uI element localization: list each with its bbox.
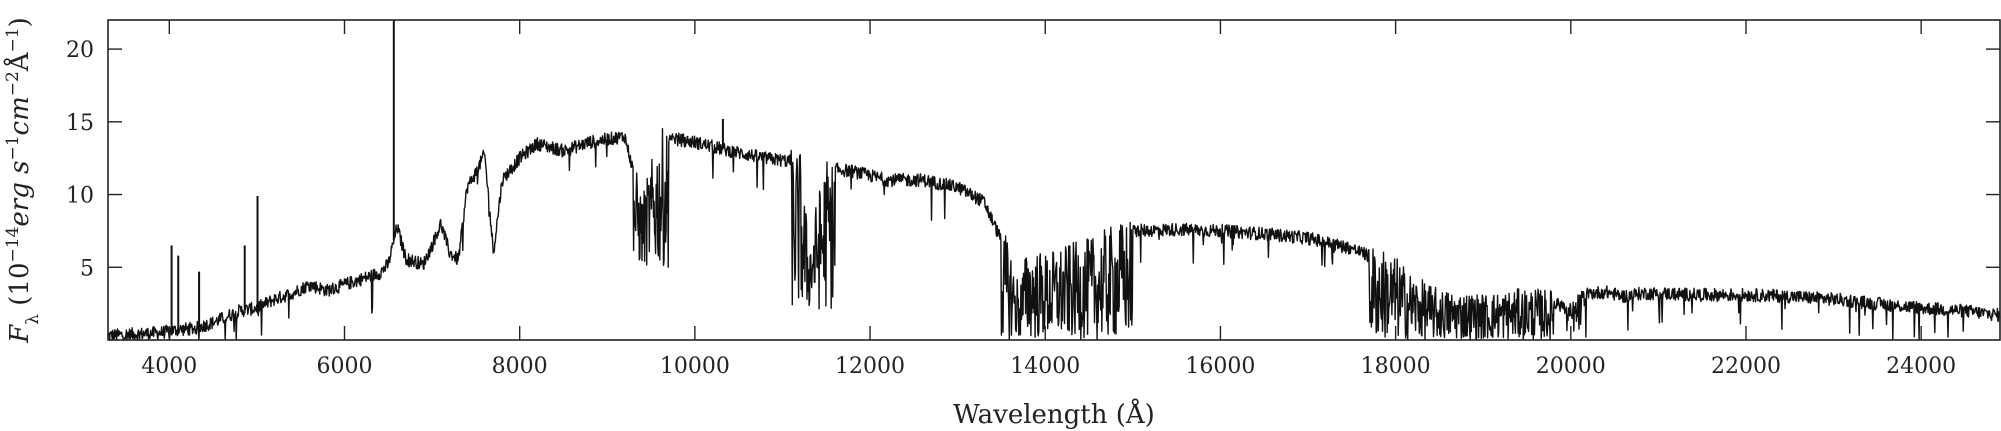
x-tick-label-20000: 20000 — [1536, 354, 1606, 379]
y-tick-label-15: 15 — [66, 111, 94, 136]
x-tick-label-10000: 10000 — [660, 354, 730, 379]
x-axis-title: Wavelength (Å) — [953, 398, 1155, 430]
y-tick-label-20: 20 — [66, 38, 94, 63]
x-tick-label-16000: 16000 — [1185, 354, 1255, 379]
axis-ticks: 4000 6000 8000 10000 12000 14000 16000 18000 200… — [66, 19, 2001, 379]
x-tick-label-18000: 18000 — [1361, 354, 1431, 379]
x-tick-label-6000: 6000 — [317, 354, 373, 379]
x-tick-label-24000: 24000 — [1886, 354, 1956, 379]
y-tick-label-10: 10 — [66, 184, 94, 209]
y-axis-title: Fλ (10−14erg s−1cm−2Å−1) — [3, 17, 43, 344]
spectrum-line — [107, 127, 2001, 341]
y-tick-label-5: 5 — [80, 256, 94, 281]
x-tick-label-14000: 14000 — [1010, 354, 1080, 379]
plot-frame — [107, 19, 2001, 341]
x-tick-label-22000: 22000 — [1711, 354, 1781, 379]
plot-area — [107, 20, 2001, 341]
x-tick-label-8000: 8000 — [492, 354, 548, 379]
x-tick-label-4000: 4000 — [141, 354, 197, 379]
x-tick-label-12000: 12000 — [835, 354, 905, 379]
